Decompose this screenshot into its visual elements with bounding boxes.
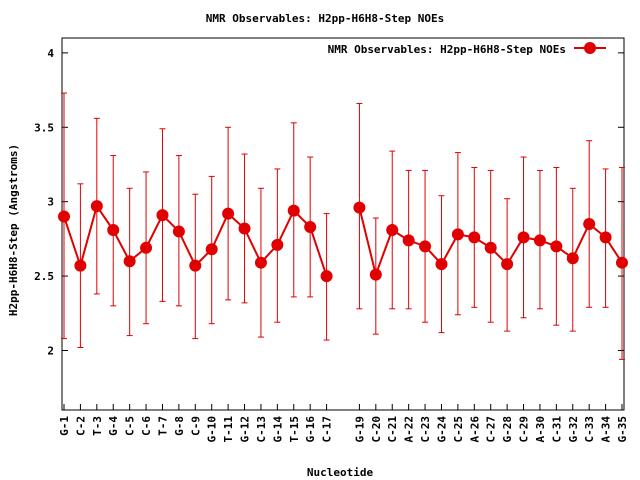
- x-axis-label: Nucleotide: [307, 466, 374, 479]
- plot-area: 2 2.5 3 3.5 4 G-1 C-2 T-3 G-4 C-5 C-6 T-7 G-8 C-9 G-10…: [34, 37, 629, 443]
- x-tick-label: C-13: [255, 416, 268, 443]
- data-point: [189, 259, 202, 272]
- legend: NMR Observables: H2pp-H6H8-Step NOEs: [328, 42, 606, 56]
- y-axis-label: H2pp-H6H8-Step (Angstroms): [7, 144, 20, 316]
- y-tick-label: 3.5: [34, 121, 54, 134]
- data-point: [238, 222, 251, 235]
- data-point: [90, 200, 103, 213]
- legend-label: NMR Observables: H2pp-H6H8-Step NOEs: [328, 43, 566, 56]
- y-tick-label: 3: [47, 196, 54, 209]
- x-tick-label: A-26: [468, 416, 481, 443]
- y-tick-label: 2: [47, 344, 54, 357]
- x-tick-label: T-7: [156, 416, 169, 436]
- plot-border: [61, 37, 625, 411]
- data-point: [468, 231, 481, 244]
- y-tick-label: 4: [47, 47, 54, 60]
- x-tick-label: G-4: [107, 416, 120, 436]
- data-point: [616, 256, 628, 269]
- data-point: [386, 223, 399, 236]
- x-tick-label: G-14: [271, 416, 284, 443]
- x-tick-label: C-29: [518, 416, 531, 443]
- data-point: [369, 268, 382, 281]
- x-tick-label: A-22: [403, 416, 416, 443]
- data-point: [402, 234, 415, 247]
- data-point: [287, 204, 300, 217]
- x-tick-label: G-19: [353, 416, 366, 443]
- x-tick-label: G-12: [239, 416, 252, 443]
- x-tick-label: G-35: [616, 416, 629, 443]
- x-tick-label: C-6: [140, 416, 153, 436]
- data-point: [517, 231, 530, 244]
- data-point: [501, 258, 514, 271]
- x-tick-label: C-23: [419, 416, 432, 443]
- x-tick-label: G-10: [206, 416, 219, 443]
- x-tick-label: G-24: [435, 416, 448, 443]
- data-point: [140, 241, 153, 254]
- x-tick-label: T-3: [91, 416, 104, 436]
- x-tick-label: C-31: [550, 416, 563, 443]
- x-tick-label: A-30: [534, 416, 547, 443]
- x-tick-label: C-21: [386, 416, 399, 443]
- data-point: [484, 241, 497, 254]
- data-point: [566, 252, 579, 265]
- x-tick-label: G-28: [501, 416, 514, 443]
- legend-marker: [584, 42, 596, 54]
- x-tick-label: T-15: [288, 416, 301, 443]
- data-point: [304, 220, 317, 233]
- data-point: [353, 201, 366, 214]
- data-point: [156, 209, 169, 222]
- data-point: [320, 270, 333, 283]
- data-point: [583, 218, 596, 230]
- data-point: [533, 234, 546, 247]
- data-point: [419, 240, 432, 253]
- data-point: [107, 223, 120, 236]
- data-point: [271, 238, 284, 251]
- data-point: [435, 258, 448, 271]
- x-tick-label: C-17: [321, 416, 334, 443]
- x-tick-label: A-34: [600, 416, 613, 443]
- data-point: [254, 256, 267, 269]
- x-tick-label: C-5: [124, 416, 137, 436]
- x-tick-label: C-20: [370, 416, 383, 443]
- data-point: [550, 240, 563, 253]
- x-tick-label: C-33: [583, 416, 596, 443]
- y-tick-label: 2.5: [34, 270, 54, 283]
- data-point: [172, 225, 185, 238]
- data-point: [205, 243, 218, 256]
- x-tick-label: C-9: [189, 416, 202, 436]
- chart-title: NMR Observables: H2pp-H6H8-Step NOEs: [206, 12, 444, 25]
- data-point: [451, 228, 464, 241]
- x-tick-label: T-11: [222, 416, 235, 443]
- x-tick-label: C-2: [74, 416, 87, 436]
- data-point: [599, 231, 612, 244]
- x-tick-label: C-27: [485, 416, 498, 443]
- data-point: [74, 259, 87, 272]
- data-point: [123, 255, 136, 268]
- data-point: [222, 207, 235, 220]
- x-tick-label: G-1: [58, 416, 71, 436]
- data-point: [58, 210, 70, 223]
- x-tick-label: G-16: [304, 416, 317, 443]
- x-tick-label: G-32: [567, 416, 580, 443]
- x-tick-label: C-25: [452, 416, 465, 443]
- x-tick-label: G-8: [173, 416, 186, 436]
